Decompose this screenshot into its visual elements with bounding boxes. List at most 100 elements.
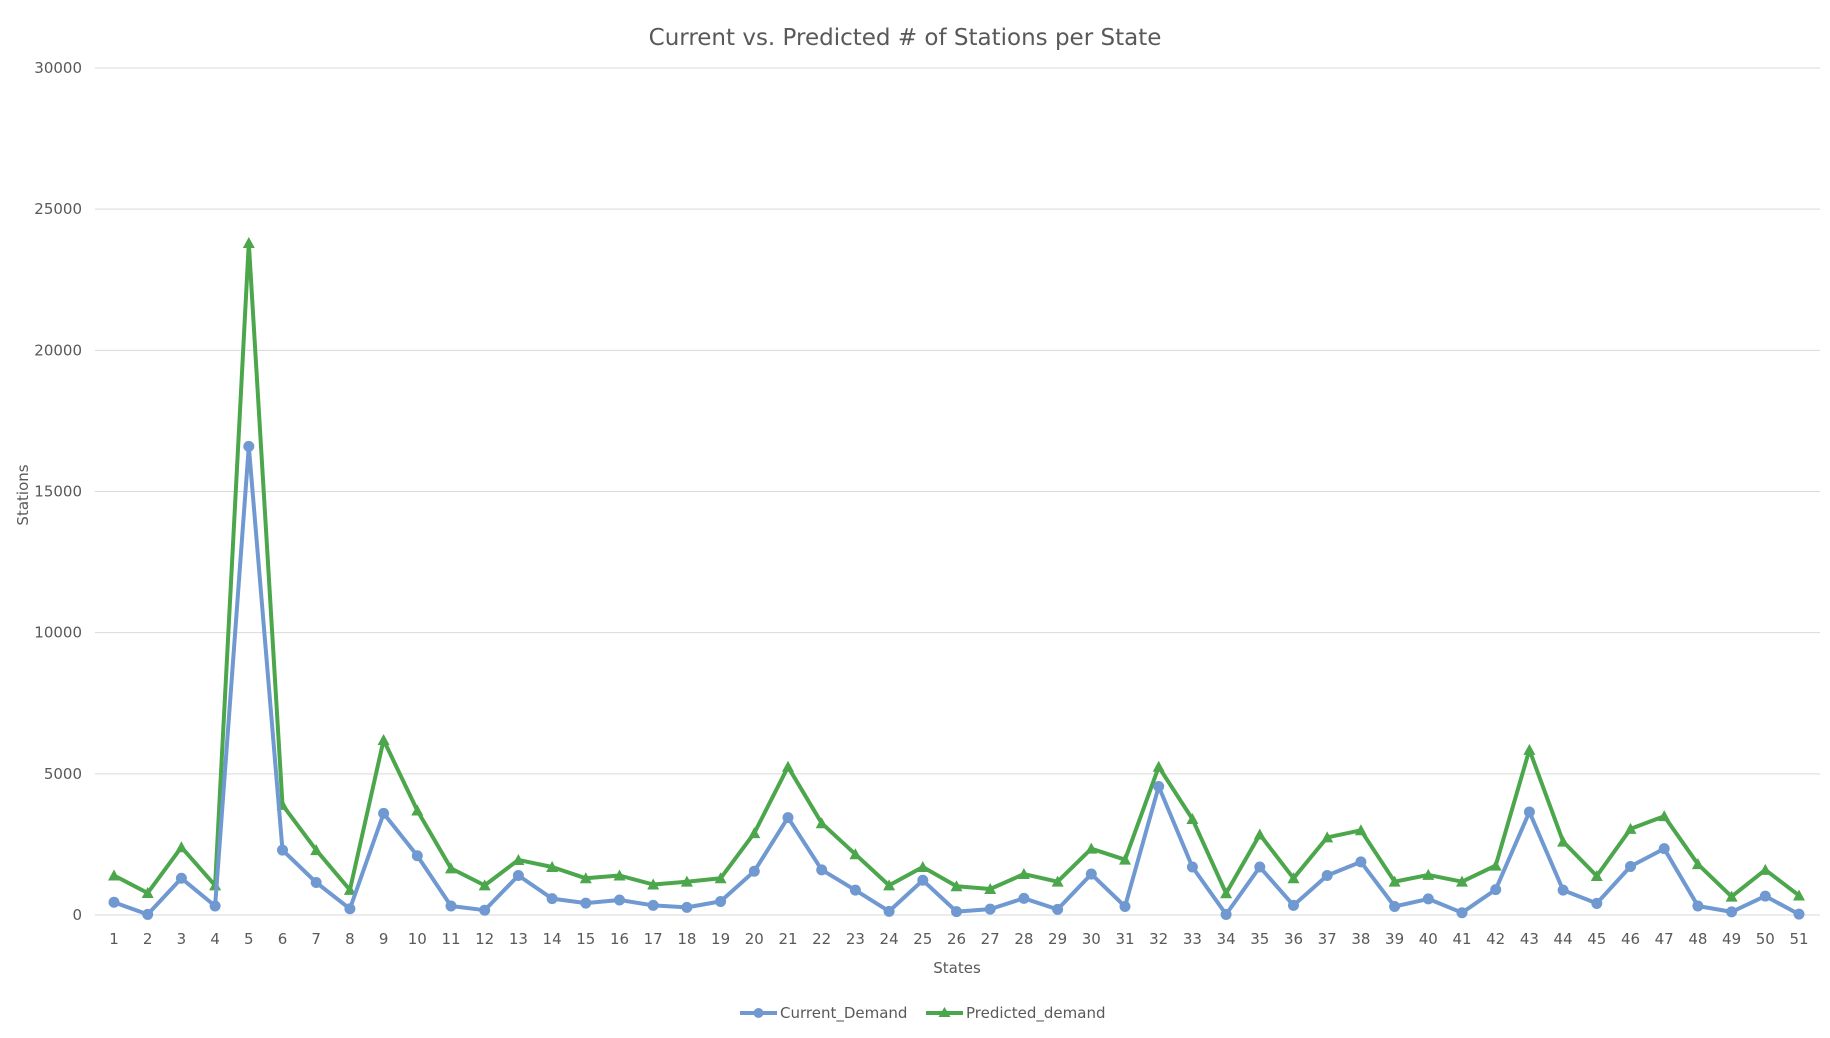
legend-marker-predicted-demand	[938, 1007, 951, 1017]
data-point	[1186, 861, 1198, 873]
data-point	[883, 905, 895, 917]
x-tick-label: 30	[1082, 930, 1101, 948]
x-tick-label: 39	[1385, 930, 1404, 948]
x-tick-label: 32	[1149, 930, 1168, 948]
data-point	[1456, 875, 1468, 887]
data-point	[883, 879, 896, 891]
legend: Current_Demand Predicted_demand	[740, 1004, 1106, 1023]
data-point	[1119, 901, 1131, 913]
data-point	[1658, 810, 1671, 822]
data-point	[1590, 870, 1603, 882]
x-tick-label: 9	[379, 930, 389, 948]
x-tick-label: 2	[143, 930, 153, 948]
data-point	[1355, 856, 1367, 868]
x-axis-tick-labels: 1 2 3 4 5 6 7 8 9 10 11 12 13 14 15 16 17 18 19 20 21 22 23 24 2…	[109, 930, 1808, 948]
x-tick-label: 34	[1217, 930, 1236, 948]
data-point	[1085, 868, 1097, 880]
data-point	[478, 879, 491, 891]
data-point	[1456, 907, 1468, 919]
data-point	[984, 883, 997, 895]
data-point	[950, 880, 963, 892]
data-point	[1254, 861, 1266, 873]
x-tick-label: 13	[509, 930, 528, 948]
legend-label-predicted-demand: Predicted_demand	[966, 1004, 1106, 1023]
data-point	[277, 844, 288, 856]
x-tick-label: 43	[1520, 930, 1539, 948]
y-tick-label: 10000	[34, 624, 82, 642]
data-point	[142, 908, 154, 920]
data-point	[1085, 842, 1098, 854]
x-tick-label: 11	[441, 930, 460, 948]
x-tick-label: 1	[109, 930, 119, 948]
data-point	[378, 807, 390, 819]
data-point	[1119, 853, 1131, 865]
x-tick-label: 24	[880, 930, 899, 948]
data-point	[917, 874, 929, 886]
data-point	[1489, 859, 1502, 871]
data-point	[1287, 872, 1300, 884]
x-tick-label: 3	[177, 930, 187, 948]
y-tick-label: 25000	[34, 200, 82, 218]
data-point	[748, 865, 760, 877]
x-tick-label: 31	[1115, 930, 1134, 948]
data-point	[1624, 822, 1637, 834]
legend-label-current-demand: Current_Demand	[780, 1004, 907, 1023]
legend-item-predicted-demand: Predicted_demand	[926, 1004, 1106, 1023]
series-line-predicted-demand	[112, 241, 1801, 899]
x-tick-label: 38	[1351, 930, 1370, 948]
x-tick-label: 21	[778, 930, 797, 948]
data-point	[343, 883, 356, 895]
x-tick-label: 22	[812, 930, 831, 948]
y-tick-label: 30000	[34, 59, 82, 77]
data-point	[1220, 908, 1232, 920]
x-tick-label: 26	[947, 930, 966, 948]
data-point	[984, 903, 996, 915]
data-point	[579, 872, 592, 884]
data-point	[680, 875, 693, 887]
data-point	[175, 841, 188, 853]
data-point	[1658, 843, 1670, 855]
series-layer	[108, 237, 1805, 920]
data-point	[1422, 893, 1434, 905]
data-point	[1557, 835, 1570, 847]
data-point	[1726, 906, 1738, 918]
y-axis-tick-labels: 0 5000 10000 15000 20000 25000 30000	[34, 59, 82, 924]
x-tick-label: 10	[408, 930, 427, 948]
series-current-demand	[108, 440, 1805, 920]
x-tick-label: 25	[913, 930, 932, 948]
data-point	[748, 827, 761, 839]
data-point	[1321, 831, 1334, 843]
data-point	[1220, 887, 1233, 899]
data-point	[681, 901, 693, 913]
data-point	[1625, 860, 1636, 872]
data-point	[613, 869, 626, 881]
y-tick-label: 0	[72, 906, 82, 924]
data-point	[108, 896, 120, 908]
x-tick-label: 28	[1014, 930, 1033, 948]
data-point	[479, 904, 491, 916]
data-point	[951, 906, 962, 918]
x-tick-label: 51	[1789, 930, 1808, 948]
x-tick-label: 7	[311, 930, 321, 948]
x-tick-label: 45	[1587, 930, 1606, 948]
x-tick-label: 40	[1419, 930, 1438, 948]
data-point	[1591, 897, 1603, 909]
x-tick-label: 33	[1183, 930, 1202, 948]
y-tick-label: 5000	[44, 765, 82, 783]
data-point	[1759, 863, 1772, 875]
x-tick-label: 23	[846, 930, 865, 948]
data-point	[614, 894, 625, 906]
data-point	[1759, 890, 1771, 902]
grid-lines	[95, 67, 1820, 916]
x-tick-label: 29	[1048, 930, 1067, 948]
data-point	[647, 878, 660, 890]
y-tick-label: 20000	[34, 341, 82, 359]
data-point	[512, 869, 524, 881]
x-tick-label: 16	[610, 930, 629, 948]
x-tick-label: 4	[210, 930, 220, 948]
data-point	[580, 897, 592, 909]
data-point	[1725, 890, 1738, 902]
y-axis-label: Stations	[14, 464, 32, 525]
data-point	[344, 903, 356, 915]
